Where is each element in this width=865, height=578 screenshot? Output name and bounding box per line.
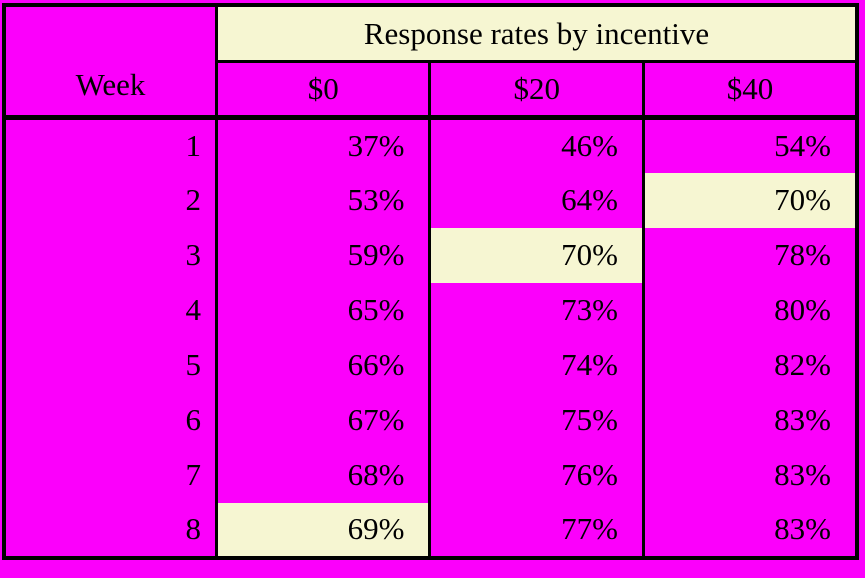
- table-row: 8 69% 77% 83%: [4, 502, 857, 558]
- value-cell: 67%: [214, 392, 430, 448]
- value-cell: 83%: [641, 392, 857, 448]
- value-cell: 68%: [214, 447, 430, 503]
- value-cell: 46%: [428, 117, 644, 173]
- value-cell: 77%: [428, 502, 644, 558]
- column-header-20-dollar: $20: [428, 61, 644, 120]
- value-cell: 83%: [641, 502, 857, 558]
- title-row: Week Response rates by incentive: [4, 5, 857, 120]
- value-cell: 82%: [641, 337, 857, 393]
- column-header-40-dollar: $40: [641, 61, 857, 120]
- value-cell: 65%: [214, 282, 430, 338]
- value-cell: 70%: [428, 227, 644, 283]
- value-cell: 53%: [214, 172, 430, 228]
- week-cell: 6: [185, 402, 201, 437]
- column-header-0-dollar: $0: [214, 61, 430, 120]
- week-cell: 1: [185, 128, 201, 164]
- response-rates-table: Week Response rates by incentive $0 $20 …: [2, 3, 859, 560]
- value-cell: 54%: [641, 117, 857, 173]
- value-cell: 73%: [428, 282, 644, 338]
- value-cell: 80%: [641, 282, 857, 338]
- value-cell: 78%: [641, 227, 857, 283]
- value-cell: 83%: [641, 447, 857, 503]
- table-row: 7 68% 76% 83%: [4, 447, 857, 503]
- column-header-row: $0 $20 $40: [4, 61, 857, 120]
- value-cell: 69%: [214, 502, 430, 558]
- table-row: 6 67% 75% 83%: [4, 392, 857, 448]
- value-cell: 76%: [428, 447, 644, 503]
- week-cell: 8: [185, 511, 201, 546]
- value-cell: 59%: [214, 227, 430, 283]
- value-cell: 37%: [214, 117, 430, 173]
- week-cell: 7: [185, 457, 201, 492]
- table-row: 1 37% 46% 54%: [4, 117, 857, 173]
- week-cell: 4: [185, 292, 201, 327]
- value-cell: 74%: [428, 337, 644, 393]
- table-title: Response rates by incentive: [214, 5, 857, 63]
- week-cell: 3: [185, 237, 201, 272]
- value-cell: 70%: [641, 172, 857, 228]
- week-cell: 2: [185, 182, 201, 217]
- table-row: 2 53% 64% 70%: [4, 172, 857, 228]
- value-cell: 75%: [428, 392, 644, 448]
- week-cell: 5: [185, 347, 201, 382]
- table-row: 3 59% 70% 78%: [4, 227, 857, 283]
- table-row: 4 65% 73% 80%: [4, 282, 857, 338]
- value-cell: 64%: [428, 172, 644, 228]
- week-column-header: Week: [4, 5, 217, 120]
- value-cell: 66%: [214, 337, 430, 393]
- table-row: 5 66% 74% 82%: [4, 337, 857, 393]
